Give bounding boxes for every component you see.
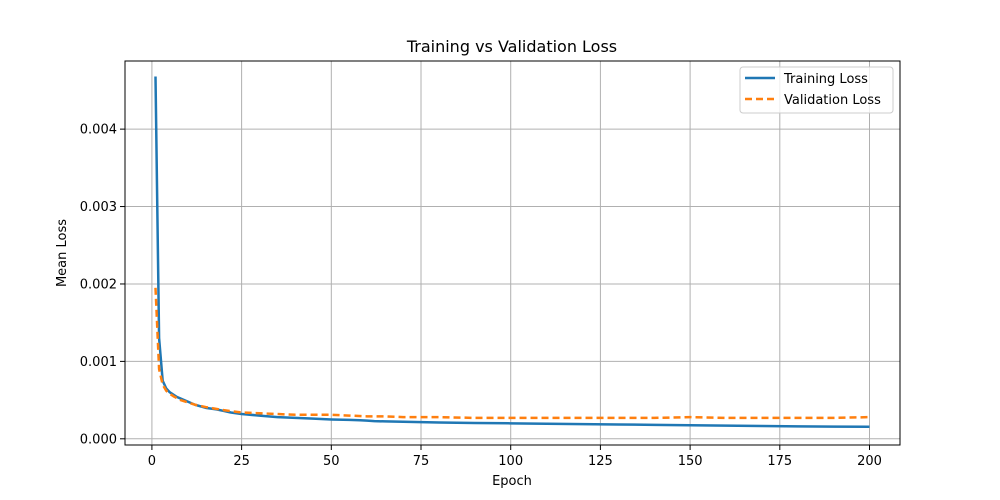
- x-tick-label: 25: [233, 454, 250, 469]
- x-axis-label: Epoch: [492, 474, 532, 489]
- x-tick-label: 75: [413, 454, 430, 469]
- x-tick-label: 125: [588, 454, 613, 469]
- y-tick-label: 0.004: [80, 123, 117, 138]
- x-tick-label: 50: [323, 454, 340, 469]
- x-tick-label: 100: [498, 454, 523, 469]
- x-axis-ticks: 0 25 50 75 100 125 150 175 200: [148, 445, 882, 469]
- legend-label-training: Training Loss: [783, 72, 868, 87]
- y-axis-label: Mean Loss: [55, 219, 70, 287]
- y-tick-label: 0.000: [80, 432, 117, 447]
- x-tick-label: 175: [767, 454, 792, 469]
- x-tick-label: 0: [148, 454, 156, 469]
- series-line-training: [154, 76, 870, 429]
- plot-series: [154, 76, 870, 429]
- y-tick-label: 0.001: [80, 355, 117, 370]
- x-tick-label: 200: [857, 454, 882, 469]
- legend-box: [739, 66, 894, 114]
- chart-title: Training vs Validation Loss: [406, 37, 617, 56]
- y-tick-label: 0.002: [80, 277, 117, 292]
- y-axis-ticks: 0.000 0.001 0.002 0.003 0.004: [80, 123, 125, 447]
- x-tick-label: 150: [678, 454, 703, 469]
- legend-label-validation: Validation Loss: [784, 93, 881, 108]
- series-line-validation: [154, 287, 870, 420]
- legend: Training Loss Validation Loss: [739, 66, 894, 114]
- plot-frame: [124, 60, 901, 446]
- grid-lines: [125, 61, 900, 445]
- y-tick-label: 0.003: [80, 200, 117, 215]
